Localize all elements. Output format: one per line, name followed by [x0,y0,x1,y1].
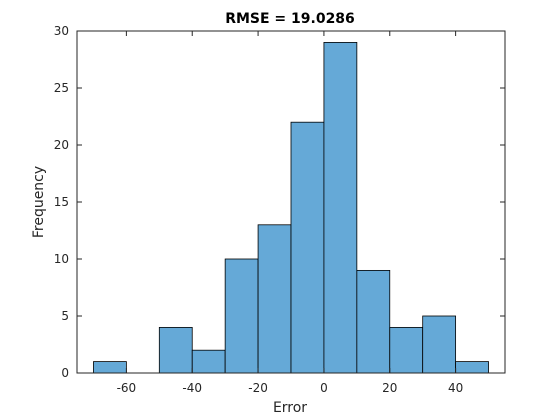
histogram-bar [323,42,358,374]
x-tick-label: -60 [117,381,137,395]
x-axis-label: Error [273,400,307,416]
x-tick-label: 0 [320,381,328,395]
histogram-bar [290,121,325,374]
y-tick-label: 0 [61,366,69,380]
x-tick-label: -40 [182,381,202,395]
x-axis-ticks: -60 -40 -20 0 20 40 [117,31,463,395]
histogram-bar [455,361,489,374]
y-axis-label: Frequency [31,166,47,238]
histogram-bar [93,361,127,374]
y-tick-label: 20 [54,138,69,152]
histogram-bar [389,326,424,374]
histogram-bar [257,224,292,374]
histogram-bar [158,326,193,374]
histogram-bar [422,315,457,374]
histogram-bar [224,258,259,374]
histogram-bar [356,269,391,374]
y-tick-label: 15 [54,195,69,209]
y-tick-label: 30 [54,24,69,38]
chart-title: RMSE = 19.0286 [225,11,355,27]
y-tick-label: 10 [54,252,69,266]
x-tick-label: -20 [248,381,268,395]
x-tick-label: 40 [448,381,463,395]
y-tick-label: 5 [61,309,69,323]
histogram-bar [191,349,226,374]
y-axis-ticks: 0 5 10 15 20 25 30 [54,24,505,380]
y-tick-label: 25 [54,81,69,95]
x-tick-label: 20 [382,381,397,395]
histogram-bars [93,42,489,374]
